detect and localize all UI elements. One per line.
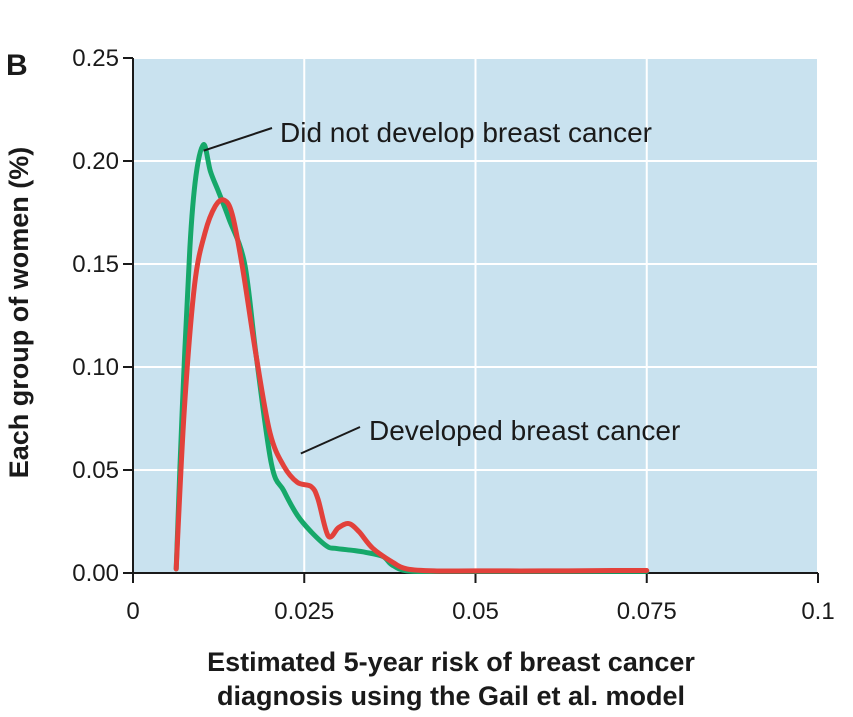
x-tick-label: 0 xyxy=(126,598,139,625)
y-tick-label: 0.25 xyxy=(72,45,119,72)
y-tick-label: 0.00 xyxy=(72,560,119,587)
x-tick-label: 0.1 xyxy=(801,598,834,625)
annotation-leader-1 xyxy=(300,426,361,455)
x-tick-label: 0.075 xyxy=(617,598,677,625)
annotation-label: Did not develop breast cancer xyxy=(280,117,652,148)
y-tick-label: 0.05 xyxy=(72,457,119,484)
x-axis-title: Estimated 5-year risk of breast cancer xyxy=(207,647,695,677)
x-tick-label: 0.05 xyxy=(452,598,499,625)
annotation-leader-0 xyxy=(203,127,273,152)
y-tick-label: 0.10 xyxy=(72,354,119,381)
series-line-developed-breast-cancer xyxy=(173,197,650,574)
y-tick-label: 0.20 xyxy=(72,148,119,175)
y-axis-title: Each group of women (%) xyxy=(4,147,34,479)
panel-label: B xyxy=(6,49,28,82)
annotation-label: Developed breast cancer xyxy=(369,415,680,446)
y-tick-label: 0.15 xyxy=(72,251,119,278)
grid-lines xyxy=(133,57,819,573)
annotations: Did not develop breast cancer Developed b… xyxy=(203,117,680,455)
x-tick-label: 0.025 xyxy=(274,598,334,625)
data-series xyxy=(173,141,650,575)
x-axis-title-line-2: diagnosis using the Gail et al. model xyxy=(217,681,685,711)
